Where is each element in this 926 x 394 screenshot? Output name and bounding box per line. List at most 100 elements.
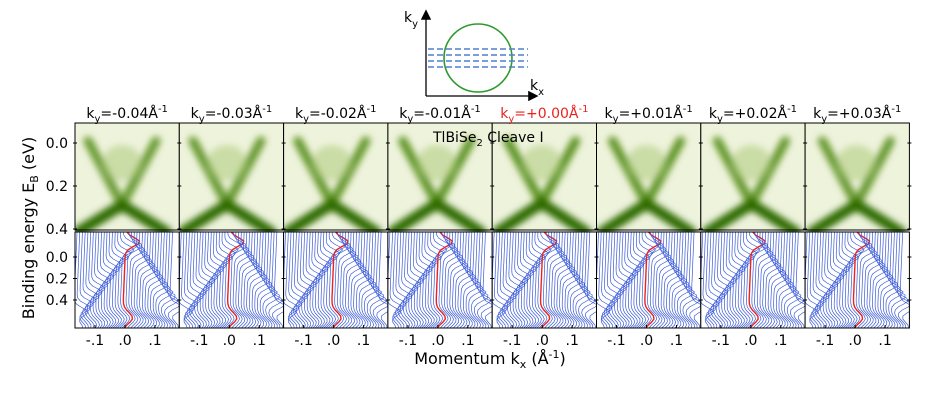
label-sup: -1 (787, 104, 797, 115)
label-value: =+0.03Å (827, 105, 892, 122)
edc (795, 231, 806, 328)
edc (726, 231, 743, 328)
edc (863, 231, 880, 328)
edc (831, 231, 847, 328)
x-tick-label: .0 (431, 333, 444, 349)
label-sub: y (508, 114, 514, 125)
edc (759, 231, 776, 328)
y-label-sub: B (28, 175, 41, 183)
edc (446, 231, 463, 328)
edc (674, 231, 690, 328)
edc (87, 231, 103, 328)
lower-cone (806, 198, 906, 238)
edc (205, 231, 222, 328)
label-sup: -1 (683, 104, 693, 115)
edc (894, 231, 909, 328)
edc (213, 231, 230, 328)
edc (806, 231, 821, 328)
x-tick-label: -.1 (816, 333, 834, 349)
edc (679, 231, 695, 328)
edc (413, 231, 430, 328)
edc (295, 231, 312, 328)
panel-label: ky=-0.01Å-1 (399, 104, 481, 125)
edc (112, 231, 128, 328)
label-sub: y (613, 114, 619, 125)
arpes-bands (806, 136, 906, 238)
edc (866, 231, 883, 328)
edc (778, 231, 794, 328)
cut-lines (428, 48, 528, 68)
kx-label: kx (530, 78, 544, 98)
ky-sub: y (412, 19, 418, 30)
edc (265, 231, 280, 328)
edc (179, 231, 193, 328)
edc (570, 231, 585, 328)
edc (109, 231, 126, 328)
edc (75, 231, 88, 328)
x-tick-label: .1 (566, 333, 579, 349)
edc (400, 231, 416, 328)
edc (633, 231, 650, 328)
edc (454, 231, 471, 328)
panel-frame (804, 122, 910, 231)
edc (424, 231, 441, 328)
edc (740, 231, 758, 328)
edc (350, 231, 367, 328)
edc (710, 231, 725, 328)
edc (89, 231, 106, 328)
edc (471, 231, 487, 328)
edc (874, 231, 891, 328)
label-base: k (86, 106, 95, 122)
edc (836, 231, 853, 328)
x-label-sub: x (520, 358, 527, 371)
edc (477, 231, 492, 328)
edc (713, 231, 729, 328)
edc (323, 231, 340, 328)
edc (844, 231, 862, 328)
x-tick-label: -.1 (86, 333, 104, 349)
x-tick-label: .1 (253, 333, 266, 349)
edc (257, 231, 273, 328)
edc (219, 231, 236, 328)
edc (224, 231, 241, 328)
annotation-sub: 2 (476, 138, 482, 149)
edc (473, 231, 489, 328)
edc (494, 231, 508, 328)
y-tick-label: 0.2 (46, 179, 68, 195)
edc (812, 231, 827, 328)
label-base: k (295, 106, 304, 122)
x-tick-label: -.1 (607, 333, 625, 349)
edc (197, 231, 212, 328)
edc (611, 231, 627, 328)
label-base: k (813, 106, 822, 122)
edc (164, 231, 179, 328)
edc (208, 231, 224, 328)
label-value: =-0.02Å (309, 105, 367, 122)
edc (82, 231, 97, 328)
edc (677, 231, 693, 328)
edc (553, 231, 571, 328)
edc (238, 231, 254, 328)
edc (622, 231, 639, 328)
edc (402, 231, 419, 328)
cone-fill (416, 145, 457, 181)
edc (405, 231, 421, 328)
edc (792, 231, 806, 328)
edc (556, 231, 573, 328)
edc (320, 231, 337, 328)
edc (114, 231, 132, 328)
panels: ky=-0.04Å-1-.1.0.1ky=-0.03Å-1-.1.0.1ky=-… (74, 104, 910, 349)
edc (523, 231, 540, 328)
edc (529, 231, 545, 328)
x-tick-label: -.1 (190, 333, 208, 349)
x-tick-label: .0 (848, 333, 861, 349)
edc (767, 231, 784, 328)
inset: ky kx (404, 9, 544, 102)
edc (581, 231, 596, 328)
edc (729, 231, 746, 328)
edc (501, 231, 517, 328)
y-axis-label: Binding energy EB (eV) (19, 137, 41, 319)
panel (179, 123, 284, 328)
panel (700, 123, 806, 328)
edc (216, 231, 232, 328)
